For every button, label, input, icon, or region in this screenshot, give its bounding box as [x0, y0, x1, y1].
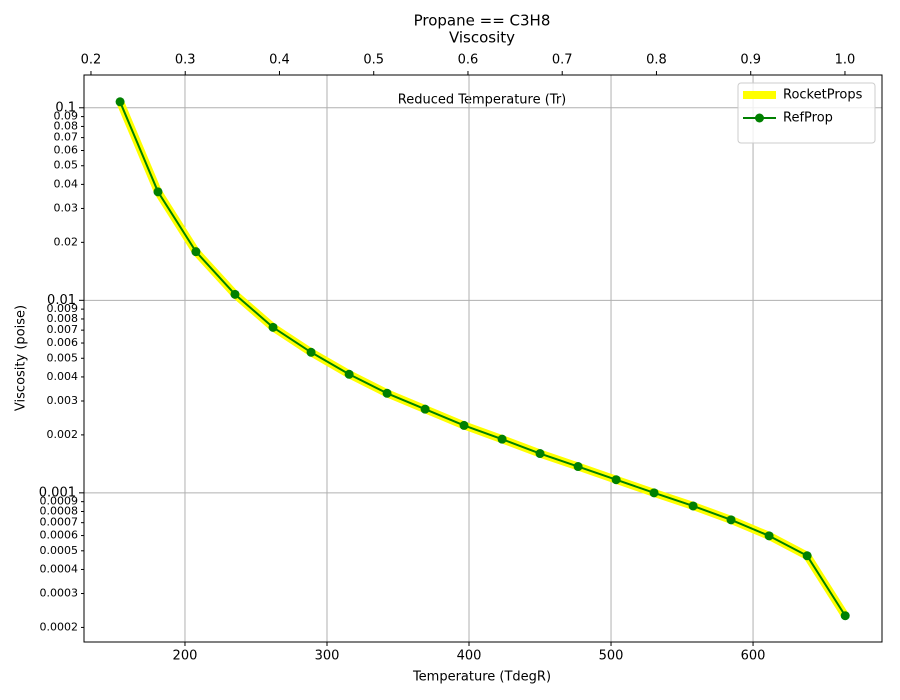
- y-minor-tick-label: 0.009: [47, 302, 79, 315]
- y-minor-tick-label: 0.0004: [40, 562, 79, 575]
- top-tick-label: 0.9: [740, 53, 761, 68]
- y-minor-tick-label: 0.0008: [40, 505, 79, 518]
- y-minor-tick-label: 0.0003: [40, 587, 79, 600]
- y-axis-label: Viscosity (poise): [14, 305, 29, 411]
- marker: [153, 187, 163, 197]
- x-tick-label: 200: [173, 649, 198, 664]
- plot-frame: [83, 74, 883, 643]
- y-minor-tick-label: 0.09: [54, 110, 79, 123]
- y-minor-tick-label: 0.03: [54, 201, 79, 214]
- marker: [688, 501, 698, 511]
- y-minor-tick-label: 0.0007: [40, 516, 79, 529]
- y-minor-tick-label: 0.0002: [40, 620, 79, 633]
- y-minor-tick-label: 0.07: [54, 131, 79, 144]
- top-tick-label: 0.5: [363, 53, 384, 68]
- legend-marker: [755, 113, 764, 123]
- marker: [802, 551, 812, 561]
- chart-subtitle: Viscosity: [449, 29, 515, 47]
- top-tick-label: 1.0: [835, 53, 856, 68]
- marker: [382, 388, 392, 398]
- marker: [459, 420, 469, 430]
- x-tick-label: 300: [315, 649, 340, 664]
- y-tick-label: 0.01: [47, 293, 76, 308]
- y-minor-tick-label: 0.05: [54, 159, 79, 172]
- y-minor-tick-label: 0.007: [47, 323, 79, 336]
- top-tick-label: 0.6: [458, 53, 479, 68]
- top-tick-label: 0.7: [552, 53, 573, 68]
- y-minor-tick-label: 0.002: [47, 428, 79, 441]
- marker: [535, 449, 545, 459]
- y-tick-label: 0.1: [55, 100, 76, 115]
- marker: [420, 404, 430, 414]
- y-tick-label: 0.001: [39, 485, 76, 500]
- top-tick-label: 0.8: [646, 53, 667, 68]
- series-line: [119, 101, 847, 617]
- marker: [115, 97, 125, 107]
- series-line: [116, 100, 849, 618]
- y-minor-tick-label: 0.08: [54, 119, 79, 132]
- marker: [573, 462, 583, 472]
- marker: [764, 531, 774, 541]
- chart-title: Propane == C3H8: [414, 12, 551, 30]
- x-tick-label: 600: [741, 649, 766, 664]
- marker: [840, 611, 850, 621]
- top-tick-label: 0.3: [175, 53, 196, 68]
- marker: [268, 322, 278, 332]
- y-minor-tick-label: 0.004: [47, 370, 79, 383]
- marker: [344, 369, 354, 379]
- x-tick-label: 500: [599, 649, 624, 664]
- x-axis-label: Temperature (TdegR): [412, 670, 551, 685]
- y-minor-tick-label: 0.0009: [40, 495, 79, 508]
- marker: [230, 289, 240, 299]
- top-tick-label: 0.2: [81, 53, 102, 68]
- y-minor-tick-label: 0.0006: [40, 529, 79, 542]
- y-minor-tick-label: 0.005: [47, 351, 79, 364]
- y-minor-tick-label: 0.04: [54, 177, 79, 190]
- marker: [306, 347, 316, 357]
- top-axis-label: Reduced Temperature (Tr): [398, 93, 566, 108]
- y-minor-tick-label: 0.02: [54, 235, 79, 248]
- marker: [497, 434, 507, 444]
- marker: [726, 515, 736, 525]
- legend-label: RefProp: [783, 111, 833, 126]
- y-minor-tick-label: 0.003: [47, 394, 79, 407]
- marker: [191, 247, 201, 257]
- y-minor-tick-label: 0.006: [47, 336, 79, 349]
- y-minor-tick-label: 0.008: [47, 312, 79, 325]
- marker: [649, 488, 659, 498]
- y-minor-tick-label: 0.06: [54, 143, 79, 156]
- marker: [611, 475, 621, 485]
- top-tick-label: 0.4: [269, 53, 290, 68]
- legend-label: RocketProps: [783, 88, 863, 103]
- y-minor-tick-label: 0.0005: [40, 544, 79, 557]
- x-tick-label: 400: [457, 649, 482, 664]
